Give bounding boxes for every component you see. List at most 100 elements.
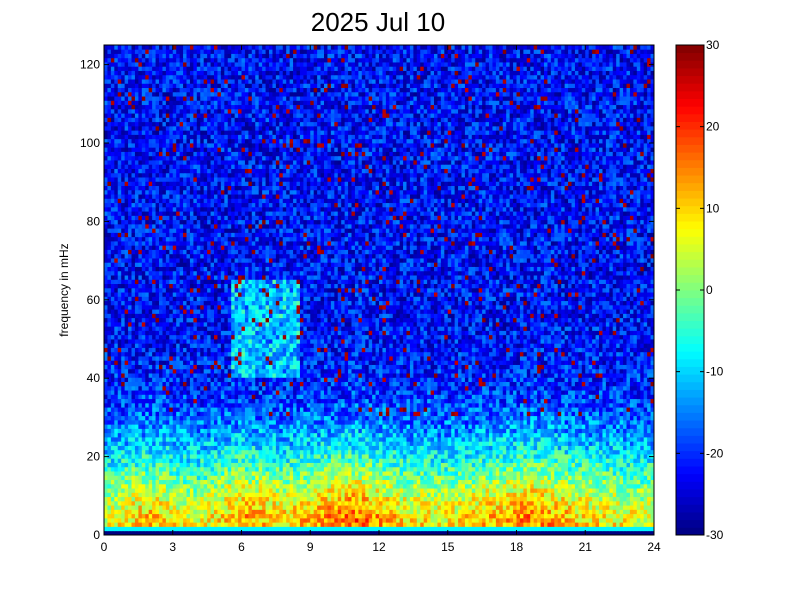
heatmap-cell <box>592 454 596 459</box>
heatmap-cell <box>183 445 187 451</box>
heatmap-cell <box>344 509 349 515</box>
heatmap-cell <box>296 530 301 536</box>
heatmap-cell <box>165 441 170 446</box>
heatmap-cell <box>461 483 466 489</box>
heatmap-cell <box>131 522 136 527</box>
heatmap-cell <box>282 509 287 515</box>
heatmap-cell <box>482 488 486 493</box>
heatmap-cell <box>509 530 514 536</box>
heatmap-cell <box>468 402 473 408</box>
heatmap-cell <box>451 462 456 468</box>
heatmap-cell <box>341 466 346 472</box>
heatmap-cell <box>523 526 528 532</box>
heatmap-cell <box>451 488 456 493</box>
heatmap-cell <box>330 424 335 429</box>
heatmap-cell <box>502 437 507 442</box>
heatmap-cell <box>599 424 603 429</box>
heatmap-cell <box>533 517 538 523</box>
heatmap-cell <box>141 505 146 510</box>
heatmap-cell <box>310 530 315 536</box>
heatmap-cell <box>495 475 500 481</box>
heatmap-cell <box>241 522 246 527</box>
heatmap-cell <box>599 437 603 442</box>
heatmap-cell <box>409 526 414 532</box>
heatmap-cell <box>547 428 552 434</box>
heatmap-cell <box>599 407 603 412</box>
heatmap-cell <box>437 424 442 429</box>
heatmap-cell <box>210 415 215 421</box>
heatmap-cell <box>244 496 249 502</box>
heatmap-cell <box>327 500 332 506</box>
heatmap-cell <box>244 505 249 510</box>
heatmap-cell <box>365 513 370 519</box>
heatmap-cell <box>599 454 603 459</box>
heatmap-cell <box>114 513 119 519</box>
heatmap-cell <box>244 462 249 468</box>
heatmap-cell <box>279 466 284 472</box>
heatmap-cell <box>275 488 280 493</box>
heatmap-cell <box>595 424 600 429</box>
heatmap-cell <box>533 428 538 434</box>
heatmap-cell <box>454 424 459 429</box>
heatmap-cell <box>489 479 493 485</box>
heatmap-cell <box>159 509 163 515</box>
heatmap-cell <box>592 411 596 417</box>
heatmap-cell <box>468 424 473 429</box>
heatmap-cell <box>186 492 191 498</box>
heatmap-cell <box>186 479 191 485</box>
heatmap-cell <box>193 415 198 421</box>
heatmap-cell <box>361 428 366 434</box>
heatmap-cell <box>293 505 297 510</box>
heatmap-cell <box>251 522 256 527</box>
heatmap-cell <box>368 445 373 451</box>
heatmap-cell <box>423 483 428 489</box>
heatmap-cell <box>523 462 528 468</box>
heatmap-cell <box>282 496 287 502</box>
heatmap-cell <box>272 509 277 515</box>
heatmap-cell <box>557 517 562 523</box>
heatmap-cell <box>275 454 280 459</box>
heatmap-cell <box>303 415 308 421</box>
heatmap-cell <box>550 458 555 463</box>
heatmap-cell <box>282 441 287 446</box>
heatmap-cell <box>172 407 177 412</box>
heatmap-cell <box>244 458 249 463</box>
heatmap-cell <box>293 530 297 536</box>
heatmap-cell <box>612 466 617 472</box>
heatmap-cell <box>306 445 311 451</box>
heatmap-cell <box>392 432 397 438</box>
heatmap-cell <box>544 432 548 438</box>
heatmap-cell <box>104 415 108 421</box>
heatmap-cell <box>303 483 308 489</box>
heatmap-cell <box>557 449 562 455</box>
heatmap-cell <box>104 475 108 481</box>
heatmap-cell <box>296 479 301 485</box>
heatmap-cell <box>303 530 308 536</box>
heatmap-cell <box>523 479 528 485</box>
heatmap-cell <box>351 475 356 481</box>
heatmap-cell <box>375 445 380 451</box>
heatmap-cell <box>602 492 607 498</box>
heatmap-cell <box>224 402 229 408</box>
heatmap-cell <box>550 466 555 472</box>
heatmap-cell <box>461 488 466 493</box>
heatmap-cell <box>196 471 201 476</box>
heatmap-cell <box>207 402 211 408</box>
heatmap-cell <box>231 415 236 421</box>
heatmap-cell <box>406 415 411 421</box>
heatmap-cell <box>210 479 215 485</box>
heatmap-cell <box>117 402 122 408</box>
heatmap-cell <box>155 415 160 421</box>
heatmap-cell <box>640 441 645 446</box>
heatmap-cell <box>348 419 352 425</box>
heatmap-cell <box>633 500 638 506</box>
heatmap-cell <box>451 445 456 451</box>
heatmap-cell <box>489 488 493 493</box>
heatmap-cell <box>200 402 205 408</box>
heatmap-cell <box>344 454 349 459</box>
heatmap-cell <box>365 449 370 455</box>
heatmap-cell <box>585 458 590 463</box>
heatmap-cell <box>526 475 531 481</box>
heatmap-cell <box>155 437 160 442</box>
heatmap-cell <box>320 449 325 455</box>
